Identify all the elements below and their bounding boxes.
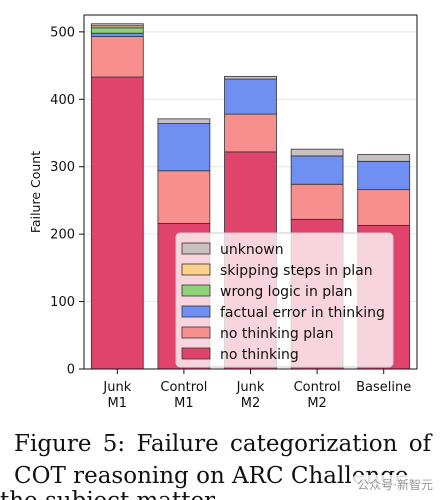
y-axis-label: Failure Count: [28, 151, 43, 233]
caption-line-2: COT reasoning on ARC Challenge: [14, 463, 409, 489]
x-tick-label: M2: [307, 396, 327, 411]
x-tick-label: Baseline: [356, 380, 411, 395]
caption-line-3: the subject matter: [0, 485, 215, 500]
bar-segment: [90, 23, 144, 27]
bar-segment: [290, 155, 344, 185]
bar-segment: [90, 76, 144, 370]
bar-segment: [224, 78, 277, 115]
bar-segment: [357, 154, 411, 162]
x-tick-label: Junk: [102, 380, 131, 395]
x-tick-label: Junk: [236, 380, 265, 395]
plot-frame: [83, 14, 418, 370]
caption-line-1: Figure 5: Failure categorization of: [14, 431, 432, 457]
legend-swatch: [181, 305, 211, 318]
legend-swatch: [181, 263, 211, 276]
legend-swatch: [181, 284, 211, 297]
y-tick-label: 300: [50, 160, 75, 175]
bar-segment: [357, 189, 411, 226]
x-tick-label: M1: [108, 396, 128, 411]
bar-segment: [224, 75, 277, 80]
y-tick-label: 100: [50, 295, 75, 310]
legend-box: [175, 232, 394, 368]
bar-segment: [357, 160, 411, 191]
legend: unknown skipping steps in plan wrong logic…: [175, 232, 394, 368]
bar-segment: [157, 170, 211, 224]
watermark: 公众号·新智元: [353, 475, 437, 494]
bar-segment: [290, 148, 344, 157]
legend-swatch: [181, 326, 211, 339]
legend-label: no thinking plan: [220, 326, 333, 342]
legend-label: skipping steps in plan: [220, 263, 373, 279]
x-tick-label: M1: [174, 396, 194, 411]
bar-segment: [90, 27, 144, 34]
legend-label: unknown: [220, 242, 284, 258]
legend-swatch: [181, 242, 211, 255]
legend-label: wrong logic in plan: [220, 284, 353, 300]
y-tick-label: 200: [50, 228, 75, 243]
x-tick-label: Control: [294, 380, 341, 395]
bar-segment: [290, 183, 344, 220]
legend-label: no thinking: [220, 347, 299, 363]
bar-segment: [157, 118, 211, 124]
bar-segment: [90, 32, 144, 37]
legend-label: factual error in thinking: [220, 305, 385, 321]
bar-segment: [224, 113, 277, 153]
bar-segment: [90, 36, 144, 78]
x-tick-label: M2: [241, 396, 261, 411]
bar-segment: [157, 123, 211, 172]
y-tick-label: 0: [67, 363, 75, 378]
legend-swatch: [181, 347, 211, 360]
y-tick-label: 400: [50, 93, 75, 108]
y-tick-label: 500: [50, 25, 75, 40]
y-axis-ticks: 0 100 200 300 400 500: [50, 25, 84, 378]
x-tick-label: Control: [160, 380, 207, 395]
